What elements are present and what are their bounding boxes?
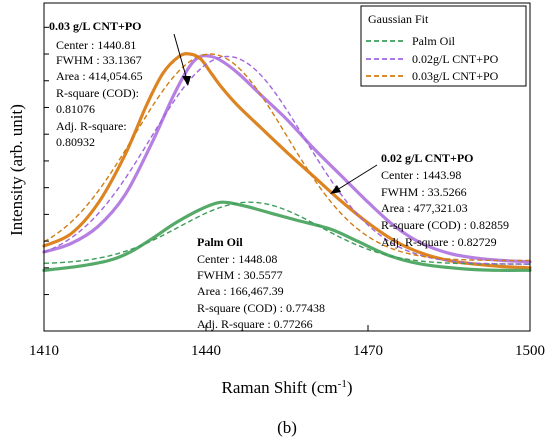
x-axis-label-exponent: -1 bbox=[338, 378, 347, 390]
annotation-palm-oil-line: FWHM : 30.5577 bbox=[197, 268, 283, 282]
fit-layer bbox=[43, 53, 530, 265]
annotation-palm-oil-title: Palm Oil bbox=[197, 235, 243, 249]
annotation-cnt003-line: R-square (COD): bbox=[56, 86, 139, 100]
annotation-cnt003-line: 0.81076 bbox=[56, 102, 95, 116]
x-axis-label: Raman Shift (cm-1) bbox=[222, 378, 353, 397]
annotation-cnt003-arrow bbox=[173, 33, 188, 81]
annotation-cnt003-line: 0.80932 bbox=[56, 135, 95, 149]
x-tick-label: 1470 bbox=[353, 343, 383, 359]
legend-title: Gaussian Fit bbox=[368, 12, 429, 26]
annotation-cnt002-title: 0.02 g/L CNT+PO bbox=[381, 151, 474, 165]
x-axis-label-main: Raman Shift (cm bbox=[222, 378, 338, 397]
spectrum-cnt002 bbox=[42, 53, 532, 264]
annotation-cnt002-line: R-square (COD) : 0.82859 bbox=[381, 218, 509, 232]
annotation-cnt003: 0.03 g/L CNT+PO Center : 1440.81 FWHM : … bbox=[49, 19, 191, 149]
annotation-cnt002-arrowhead bbox=[330, 185, 341, 194]
annotation-cnt002-line: Center : 1443.98 bbox=[381, 168, 461, 182]
annotation-palm-oil-line: Adj. R-square : 0.77266 bbox=[197, 317, 313, 331]
figure-caption: (b) bbox=[277, 418, 297, 437]
annotation-cnt002-line: FWHM : 33.5266 bbox=[381, 185, 467, 199]
annotation-cnt002-line: Area : 477,321.03 bbox=[381, 201, 468, 215]
annotation-cnt003-line: Adj. R-square: bbox=[56, 119, 127, 133]
plot-frame bbox=[43, 2, 531, 332]
legend-entry-cnt002: 0.02g/L CNT+PO bbox=[412, 52, 499, 66]
legend-entry-palm-oil: Palm Oil bbox=[412, 34, 456, 48]
spectrum-palm-oil bbox=[42, 200, 532, 272]
annotation-palm-oil-line: Center : 1448.08 bbox=[197, 252, 277, 266]
annotation-palm-oil-line: R-square (COD) : 0.77438 bbox=[197, 301, 325, 315]
annotation-cnt003-arrowhead bbox=[182, 76, 191, 86]
annotation-palm-oil: Palm Oil Center : 1448.08 FWHM : 30.5577… bbox=[197, 235, 325, 331]
annotation-cnt003-line: FWHM : 33.1367 bbox=[56, 53, 142, 67]
annotation-cnt003-title: 0.03 g/L CNT+PO bbox=[49, 19, 142, 33]
x-axis-label-close: ) bbox=[347, 378, 353, 397]
series-layer bbox=[42, 52, 532, 272]
legend-box bbox=[360, 5, 527, 87]
annotation-palm-oil-line: Area : 166,467.39 bbox=[197, 284, 284, 298]
annotation-cnt002-line: Adj. R-square : 0.82729 bbox=[381, 235, 497, 249]
annotation-cnt003-line: Center : 1440.81 bbox=[56, 38, 136, 52]
x-tick-label: 1440 bbox=[191, 343, 221, 359]
spectrum-cnt003 bbox=[42, 52, 532, 270]
fit-curve-cnt003 bbox=[43, 53, 530, 262]
axis-ticks: 1410 1440 1470 1500 bbox=[29, 26, 545, 359]
annotation-cnt002-arrow bbox=[336, 164, 378, 191]
legend: Gaussian Fit Palm Oil 0.02g/L CNT+PO 0.0… bbox=[360, 5, 527, 87]
x-tick-label: 1500 bbox=[515, 343, 545, 359]
legend-entry-cnt003: 0.03g/L CNT+PO bbox=[412, 69, 499, 83]
annotation-cnt002: 0.02 g/L CNT+PO Center : 1443.98 FWHM : … bbox=[330, 151, 509, 249]
y-axis-label: Intensity (arb. unit) bbox=[7, 104, 26, 236]
fit-curve-palm-oil bbox=[43, 201, 530, 265]
annotation-cnt003-line: Area : 414,054.65 bbox=[56, 69, 143, 83]
x-tick-label: 1410 bbox=[29, 343, 59, 359]
